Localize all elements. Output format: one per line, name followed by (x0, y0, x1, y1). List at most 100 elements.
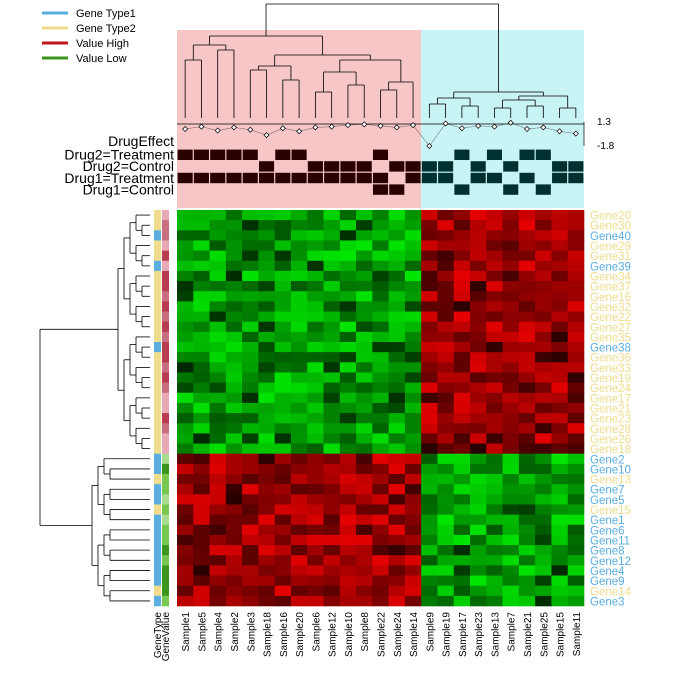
heatmap-cell (453, 585, 471, 597)
gene-type-cell (154, 331, 161, 343)
track-cell (372, 172, 389, 184)
heatmap-cell (486, 555, 503, 566)
heatmap-cell (404, 423, 422, 434)
track-cell (486, 172, 502, 184)
heatmap-cell (209, 555, 227, 566)
heatmap-cell (502, 585, 520, 597)
drug-effect-point (214, 127, 221, 134)
heatmap-cell (437, 575, 455, 586)
heatmap-cell (323, 484, 341, 495)
heatmap-cell (356, 301, 373, 312)
heatmap-cell (421, 575, 438, 586)
column-label: Sample16 (279, 612, 290, 657)
column-label: Sample6 (311, 612, 322, 652)
heatmap-cell (502, 474, 520, 485)
row-label: Gene17 (590, 393, 631, 405)
heatmap-cell (421, 260, 438, 272)
heatmap-cell (437, 433, 455, 444)
heatmap-cell (258, 534, 275, 546)
heatmap-cell (372, 352, 389, 363)
heatmap-cell (258, 281, 275, 292)
heatmap-cell (177, 270, 194, 282)
heatmap-cell (193, 494, 210, 505)
gene-value-cell (162, 463, 169, 475)
heatmap-cell (437, 585, 455, 597)
heatmap-cell (290, 291, 308, 302)
heatmap-cell (339, 372, 357, 383)
heatmap-cell (372, 270, 389, 282)
heatmap-cell (274, 514, 292, 526)
track-cell (177, 149, 193, 160)
heatmap-cell (421, 463, 438, 475)
heatmap-cell (551, 382, 569, 394)
track-cell (242, 149, 258, 160)
heatmap-cell (225, 281, 243, 292)
track-cell (242, 172, 258, 184)
heatmap-cell (551, 270, 569, 282)
heatmap-cell (274, 504, 292, 515)
heatmap-cell (356, 494, 373, 505)
heatmap-cell (177, 484, 194, 495)
heatmap-cell (470, 392, 487, 404)
heatmap-cell (356, 423, 373, 434)
heatmap-cell (225, 484, 243, 495)
heatmap-cell (535, 484, 552, 495)
heatmap-cell (323, 362, 341, 373)
heatmap-cell (242, 474, 259, 485)
row-label: Gene38 (590, 343, 631, 355)
heatmap-cell (307, 281, 324, 292)
heatmap-cell (486, 352, 503, 363)
heatmap-cell (258, 240, 275, 251)
heatmap-cell (356, 281, 373, 292)
heatmap-cell (323, 321, 341, 333)
heatmap-cell (323, 494, 341, 505)
heatmap-cell (470, 281, 487, 292)
drug-effect-point (458, 125, 465, 132)
heatmap-cell (356, 463, 373, 475)
heatmap-cell (242, 240, 259, 251)
heatmap-cell (388, 402, 406, 414)
heatmap-cell (307, 372, 324, 383)
heatmap-cell (372, 463, 389, 475)
heatmap-cell (242, 250, 259, 262)
heatmap-cell (307, 595, 324, 607)
heatmap-cell (242, 270, 259, 282)
heatmap-cell (323, 575, 341, 586)
drug-effect-point (491, 123, 498, 130)
heatmap-cell (518, 392, 536, 404)
heatmap-cell (177, 291, 194, 302)
heatmap-cell (535, 342, 552, 353)
heatmap-cell (486, 372, 503, 383)
heatmap-cell (470, 484, 487, 495)
heatmap-cell (502, 402, 520, 414)
heatmap-cell (307, 382, 324, 394)
gene-value-cell (162, 494, 169, 505)
heatmap-cell (567, 372, 585, 383)
heatmap-cell (421, 504, 438, 515)
heatmap-cell (372, 514, 389, 526)
heatmap-cell (437, 311, 455, 322)
heatmap-cell (486, 230, 503, 241)
heatmap-cell (518, 210, 536, 221)
heatmap-cell (453, 555, 471, 566)
heatmap-cell (486, 260, 503, 272)
heatmap-cell (502, 524, 520, 536)
heatmap-cell (290, 474, 308, 485)
heatmap-cell (339, 555, 357, 566)
heatmap-cell (177, 352, 194, 363)
heatmap-cell (388, 514, 406, 526)
heatmap-cell (372, 291, 389, 302)
heatmap-cell (502, 443, 520, 454)
heatmap-cell (470, 514, 487, 526)
column-label: Sample20 (295, 612, 306, 657)
gene-value-cell (162, 545, 169, 556)
gene-value-cell (162, 311, 169, 322)
heatmap-cell (242, 352, 259, 363)
heatmap-cell (225, 250, 243, 262)
heatmap-cell (225, 453, 243, 465)
heatmap-cell (323, 331, 341, 343)
heatmap-cell (307, 585, 324, 597)
row-label: Gene27 (590, 322, 631, 334)
heatmap-cell (486, 453, 503, 465)
